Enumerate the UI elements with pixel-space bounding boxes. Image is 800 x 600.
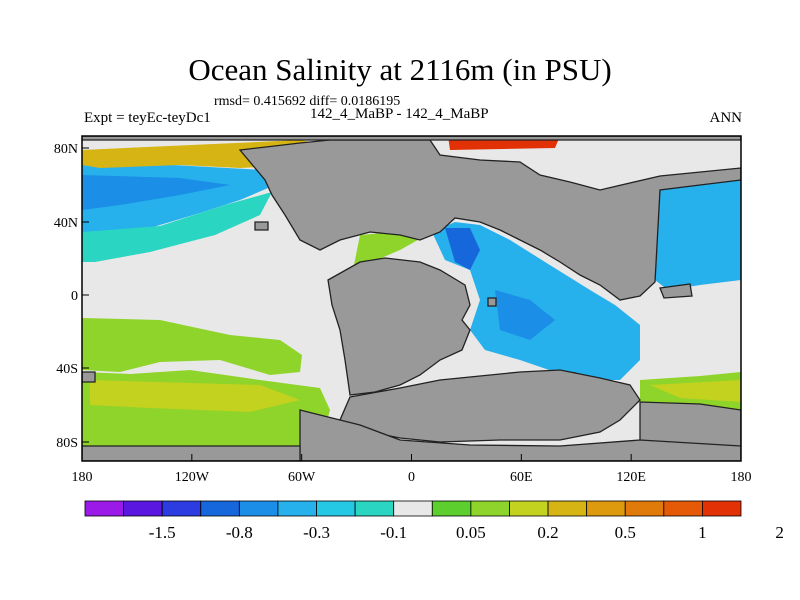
tethys-green: [352, 232, 425, 275]
y-tick-label: 40N: [54, 216, 78, 231]
colorbar-swatch: [393, 500, 433, 517]
colorbar-label: -0.1: [380, 523, 407, 542]
x-tick-label: 180: [72, 470, 93, 485]
colorbar-swatch: [161, 500, 202, 517]
east-basin-blue: [432, 222, 640, 380]
south-pole-land: [299, 409, 741, 461]
colorbar-swatch: [509, 500, 549, 517]
south-pole-west: [82, 445, 301, 461]
colorbar-swatch: [200, 500, 240, 517]
southern-continent: [327, 257, 471, 396]
y-tick-label: 80N: [54, 142, 78, 157]
x-tick-label: 180: [731, 470, 752, 485]
x-tick-label: 60W: [288, 470, 316, 485]
colorbar-label: 0.2: [537, 523, 558, 542]
small-island-north: [254, 221, 269, 231]
colorbar-swatch: [470, 500, 510, 517]
antarctic-landmass: [339, 369, 641, 443]
north-west-ocean-deep-blue: [82, 175, 230, 210]
colorbar-swatch: [431, 500, 472, 517]
colorbar-label: -0.8: [226, 523, 253, 542]
land-masses: [82, 136, 741, 461]
y-tick-label: 40S: [56, 362, 78, 377]
y-tick-label: 0: [71, 289, 78, 304]
x-tick-label: 120E: [616, 470, 646, 485]
season-label: ANN: [709, 110, 743, 126]
stats-line: rmsd= 0.415692 diff= 0.0186195: [214, 94, 401, 109]
colorbar-swatch: [624, 500, 665, 517]
colorbar-label: -0.3: [303, 523, 330, 542]
colorbar-swatch: [84, 500, 124, 517]
colorbar-swatch: [586, 500, 626, 517]
colorbar-label: -1.5: [149, 523, 176, 542]
colorbar-label: 2: [775, 523, 784, 542]
colorbar-swatch: [663, 500, 703, 517]
east-basin-mid-blue: [495, 290, 555, 340]
south-ocean-yellow-band: [90, 380, 300, 412]
south-ocean-green-upper: [82, 318, 302, 375]
north-pacific-turquoise: [82, 192, 272, 262]
colorbar-swatch: [354, 500, 395, 517]
small-island-east: [659, 283, 693, 299]
small-island-center: [487, 297, 497, 307]
x-tick-label: 0: [408, 470, 415, 485]
colorbar-swatch: [123, 500, 163, 517]
colorbar-swatch: [316, 500, 356, 517]
colorbar-label: 0.05: [456, 523, 486, 542]
experiment-label: Expt = teyEc-teyDc1: [84, 110, 211, 126]
x-tick-label: 120W: [175, 470, 210, 485]
north-pole-edge: [82, 136, 741, 141]
colorbar-swatch: [277, 500, 317, 517]
y-tick-label: 80S: [56, 436, 78, 451]
north-east-blue: [655, 170, 741, 290]
northern-continent: [238, 139, 741, 301]
colorbar-label: 1: [698, 523, 707, 542]
axis-ticks: 80N 40N 0 40S 80S 180 120W 60W 0 60E 120E 180: [54, 142, 752, 485]
period-label: 142_4_MaBP - 142_4_MaBP: [310, 106, 489, 122]
x-tick-label: 60E: [510, 470, 533, 485]
colorbar-swatch: [547, 500, 588, 517]
colorbar-swatch: [238, 500, 279, 517]
plot-title: Ocean Salinity at 2116m (in PSU): [188, 52, 612, 87]
small-island-west: [82, 371, 96, 383]
south-east-yellow: [650, 380, 741, 402]
map-field: [82, 136, 741, 461]
colorbar-swatch: [702, 500, 742, 517]
colorbar-label: 0.5: [615, 523, 636, 542]
colorbar: -1.5 -0.8 -0.3 -0.1 0.05 0.2 0.5 1 2: [84, 500, 784, 542]
east-basin-deep-blue: [445, 228, 480, 270]
